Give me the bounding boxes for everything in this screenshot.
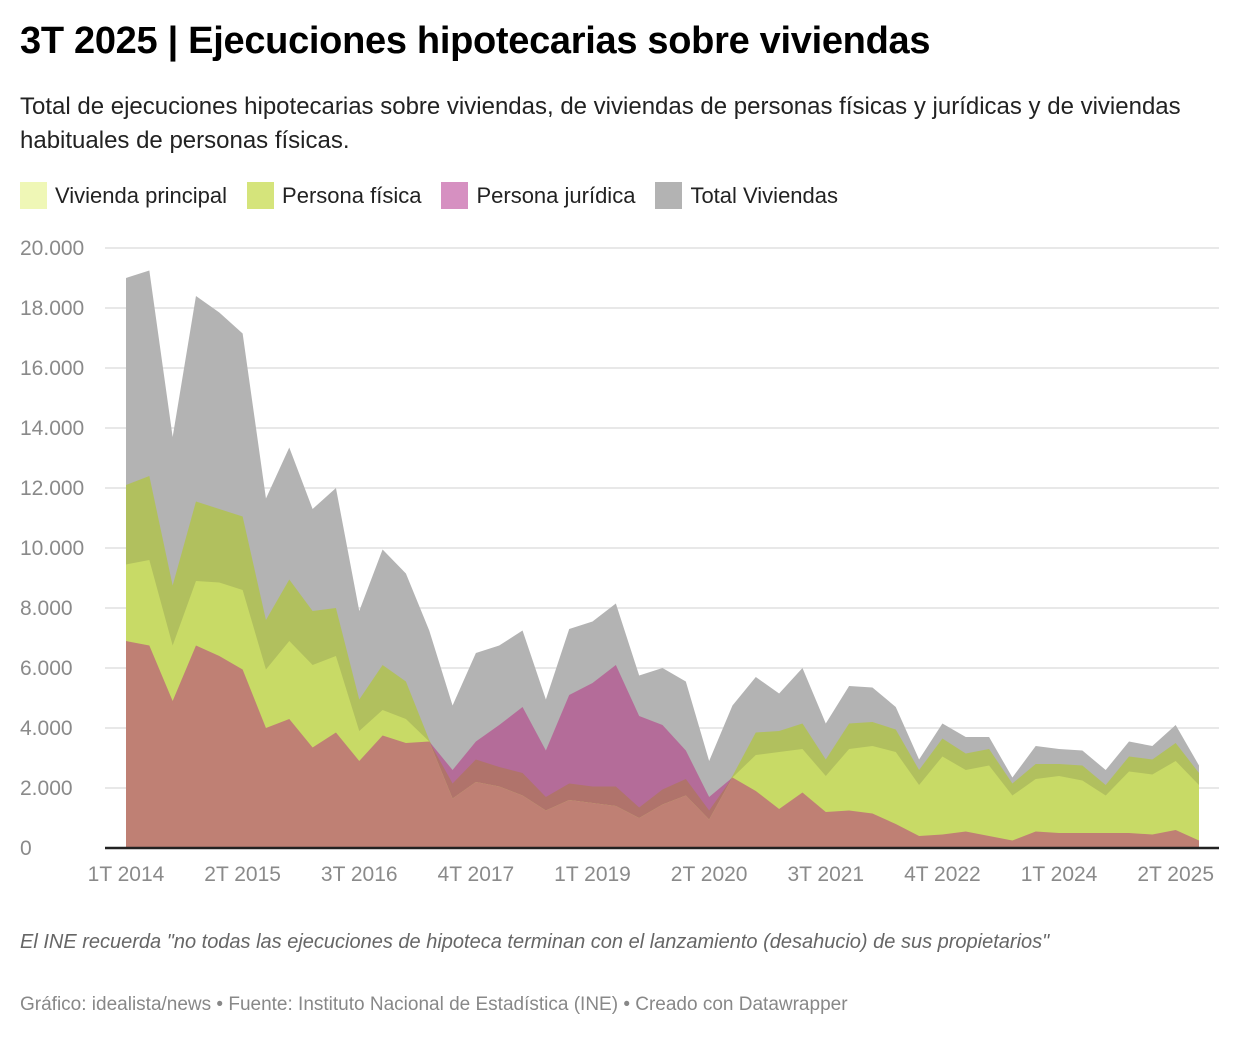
y-tick-label: 18.000 bbox=[20, 297, 84, 320]
legend-swatch bbox=[441, 182, 469, 209]
legend-label: Persona jurídica bbox=[476, 182, 636, 208]
y-tick-label: 16.000 bbox=[20, 357, 84, 380]
y-tick-label: 2.000 bbox=[20, 777, 73, 800]
y-tick-label: 6.000 bbox=[20, 657, 73, 680]
x-tick-label: 2T 2015 bbox=[204, 863, 281, 886]
legend-swatch bbox=[20, 182, 47, 209]
y-tick-label: 10.000 bbox=[20, 537, 84, 560]
legend-label: Persona física bbox=[282, 182, 422, 208]
legend-label: Total Viviendas bbox=[690, 182, 839, 208]
legend: Vivienda principal Persona física Person… bbox=[20, 182, 838, 209]
x-tick-label: 2T 2025 bbox=[1137, 863, 1214, 886]
chart-subtitle: Total de ejecuciones hipotecarias sobre … bbox=[20, 93, 1181, 154]
legend-item-total-viviendas: Total Viviendas bbox=[655, 182, 838, 209]
legend-item-persona-fisica: Persona física bbox=[247, 182, 421, 209]
x-tick-label: 4T 2022 bbox=[904, 863, 981, 886]
chart-footer: Gráfico: idealista/news • Fuente: Instit… bbox=[20, 994, 848, 1015]
x-tick-label: 2T 2020 bbox=[671, 863, 748, 886]
legend-label: Vivienda principal bbox=[55, 182, 228, 208]
y-tick-label: 4.000 bbox=[20, 717, 73, 740]
y-tick-label: 12.000 bbox=[20, 477, 84, 500]
x-tick-label: 3T 2016 bbox=[321, 863, 398, 886]
chart-title: 3T 2025 | Ejecuciones hipotecarias sobre… bbox=[20, 20, 931, 62]
legend-item-persona-juridica: Persona jurídica bbox=[441, 182, 635, 209]
x-tick-label: 4T 2017 bbox=[438, 863, 515, 886]
x-tick-label: 1T 2014 bbox=[88, 863, 165, 886]
legend-swatch bbox=[655, 182, 683, 209]
legend-swatch bbox=[247, 182, 275, 209]
x-tick-label: 1T 2024 bbox=[1021, 863, 1098, 886]
y-tick-label: 20.000 bbox=[20, 237, 84, 260]
y-tick-label: 14.000 bbox=[20, 417, 84, 440]
legend-item-vivienda-principal: Vivienda principal bbox=[20, 182, 227, 209]
x-tick-label: 1T 2019 bbox=[554, 863, 631, 886]
y-tick-label: 8.000 bbox=[20, 597, 73, 620]
x-tick-label: 3T 2021 bbox=[787, 863, 864, 886]
chart-note: El INE recuerda "no todas las ejecucione… bbox=[20, 931, 1050, 953]
area-chart: 0 2.000 4.000 6.000 8.000 10.000 12.000 14.000 1… bbox=[20, 237, 1219, 886]
area-juridica-principal-overlap bbox=[126, 641, 1199, 848]
y-tick-label: 0 bbox=[20, 837, 32, 860]
